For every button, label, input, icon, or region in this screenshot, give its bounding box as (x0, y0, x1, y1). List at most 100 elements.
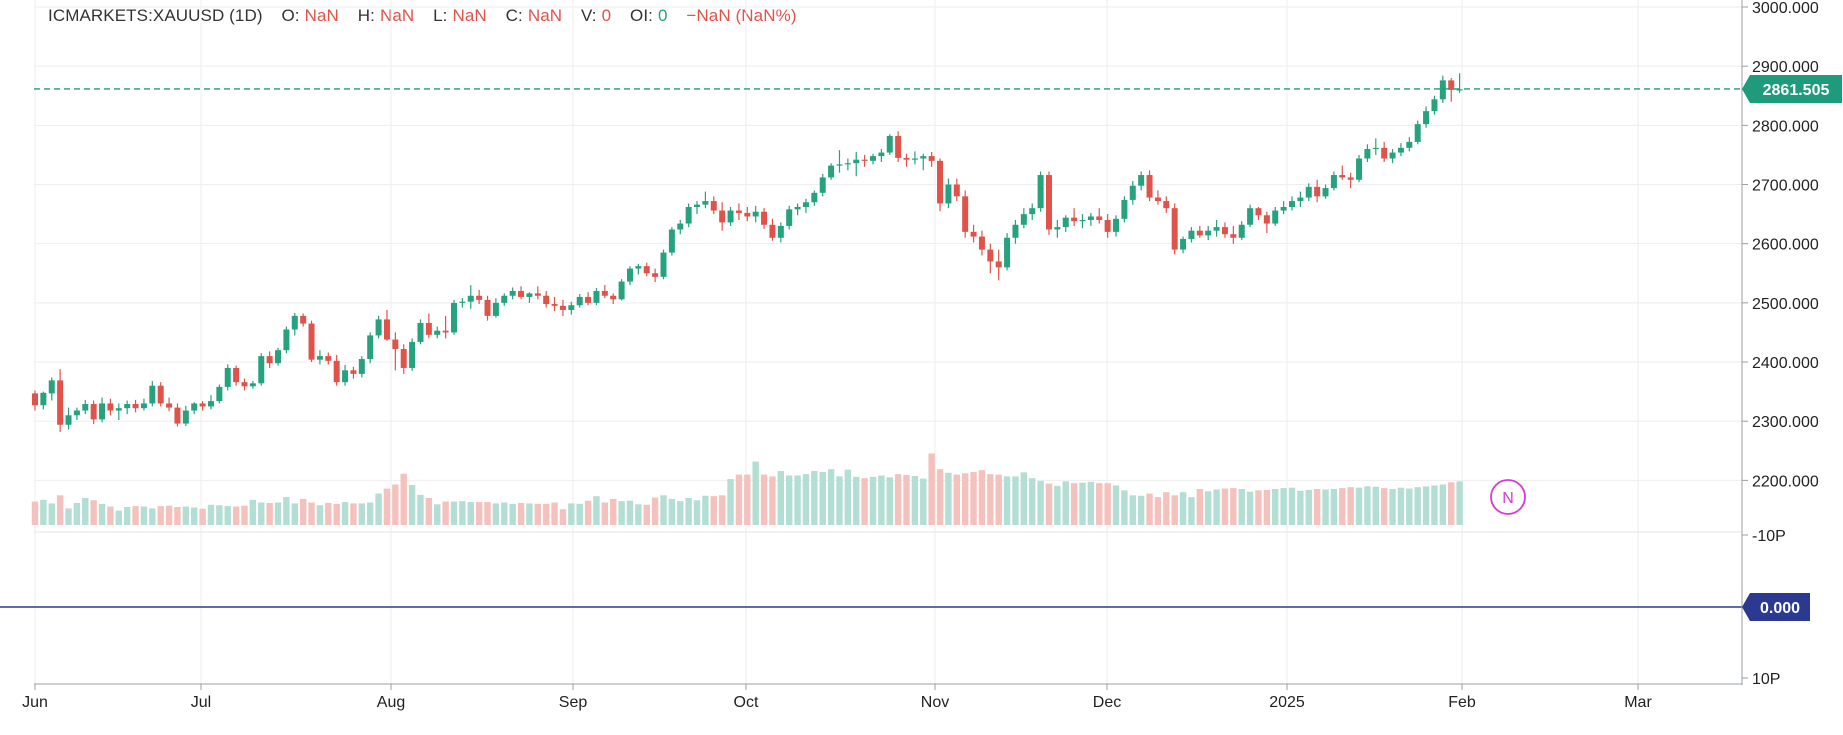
price-tick-label: 3000.000 (1752, 0, 1819, 17)
volume-bar (651, 497, 659, 525)
candle-body (861, 159, 868, 161)
candle-body (962, 196, 969, 232)
candle-body (425, 322, 432, 335)
candle-body (802, 202, 809, 207)
candle-body (836, 164, 843, 166)
volume-bar (501, 502, 508, 525)
volume-bar (216, 505, 223, 525)
candle-body (1356, 158, 1363, 180)
volume-bar (82, 498, 89, 525)
legend-oi-value: 0 (657, 6, 668, 25)
candle-body (1113, 218, 1120, 232)
volume-bar (1012, 476, 1019, 525)
time-tick-label: Nov (921, 694, 949, 711)
volume-bar (358, 503, 366, 525)
volume-bar (1137, 495, 1145, 525)
candle-body (1020, 214, 1027, 225)
volume-bar (894, 474, 902, 525)
candle-body (543, 295, 550, 305)
candle-body (1289, 201, 1295, 207)
volume-bar (132, 506, 139, 525)
time-tick-label: Jun (22, 694, 48, 711)
candle-body (1062, 217, 1069, 228)
volume-bar (1422, 486, 1430, 525)
candle-body (451, 302, 457, 333)
volume-bar (333, 503, 340, 525)
candle-body (216, 386, 223, 402)
legend-high-label: H: (357, 6, 375, 25)
candle-body (1397, 147, 1404, 153)
time-tick-label: Aug (377, 694, 405, 711)
candle-body (895, 135, 902, 158)
candle-body (1448, 80, 1455, 90)
last-price-tag (1742, 74, 1842, 103)
candle-body (1213, 227, 1220, 231)
candle-body (166, 403, 173, 408)
volume-bar (475, 502, 483, 525)
volume-bar (299, 498, 307, 525)
candle-body (1163, 201, 1170, 209)
volume-bar (1188, 497, 1195, 525)
volume-bar (1087, 481, 1095, 525)
volume-bar (1397, 487, 1405, 525)
candle-body (90, 404, 97, 420)
candle-body (241, 382, 248, 387)
volume-bar (40, 499, 47, 525)
candle-body (559, 305, 566, 310)
candle-body (32, 393, 38, 406)
volume-bar (1406, 488, 1413, 525)
volume-bar (685, 498, 692, 525)
candle-body (1322, 188, 1329, 197)
candle-body (819, 177, 826, 193)
volume-bar (350, 503, 357, 525)
volume-bar (626, 500, 634, 525)
candle-body (618, 281, 625, 300)
candle-body (1012, 224, 1019, 238)
volume-bar (325, 502, 332, 525)
volume-bar (777, 471, 785, 525)
volume-bars (31, 453, 1463, 525)
volume-bar (1238, 489, 1245, 525)
candle-body (853, 159, 860, 164)
time-tick-label: 2025 (1269, 694, 1305, 711)
price-tick-label: 2900.000 (1752, 59, 1819, 76)
volume-bar (1037, 480, 1044, 525)
candle-body (1180, 238, 1187, 250)
candle-body (249, 383, 256, 387)
volume-bar (551, 502, 558, 525)
legend-change: −NaN (NaN%) (686, 6, 797, 25)
candle-body (333, 360, 340, 383)
candle-body (1423, 111, 1430, 125)
candle-body (870, 156, 876, 161)
candle-body (434, 330, 441, 335)
last-price-label: 2861.505 (1763, 82, 1830, 99)
volume-bar (1313, 489, 1321, 525)
legend-symbol[interactable]: ICMARKETS:XAUUSD (1D) (48, 6, 263, 25)
candle-body (626, 268, 633, 282)
volume-bar (987, 474, 994, 525)
volume-bar (760, 474, 768, 525)
volume-bar (291, 503, 298, 525)
candle-body (1439, 80, 1446, 100)
candle-body (1188, 230, 1195, 239)
volume-bar (107, 506, 114, 525)
candle-body (660, 252, 667, 277)
volume-bar (786, 475, 793, 525)
candle-body (1305, 186, 1312, 198)
candle-body (945, 184, 952, 204)
candle-body (1339, 175, 1346, 178)
volume-bar (1054, 485, 1061, 525)
volume-bar (677, 501, 684, 525)
volume-bar (232, 506, 240, 525)
candle-body (978, 236, 985, 250)
candle-body (316, 356, 323, 360)
time-tick-label: Dec (1093, 694, 1121, 711)
volume-bar (903, 475, 910, 525)
candle-body (677, 223, 684, 230)
candle-body (1196, 230, 1203, 236)
indicator-value-label: 0.000 (1760, 600, 1800, 617)
candle-body (476, 295, 483, 300)
candle-body (367, 335, 374, 360)
candle-body (735, 210, 742, 213)
